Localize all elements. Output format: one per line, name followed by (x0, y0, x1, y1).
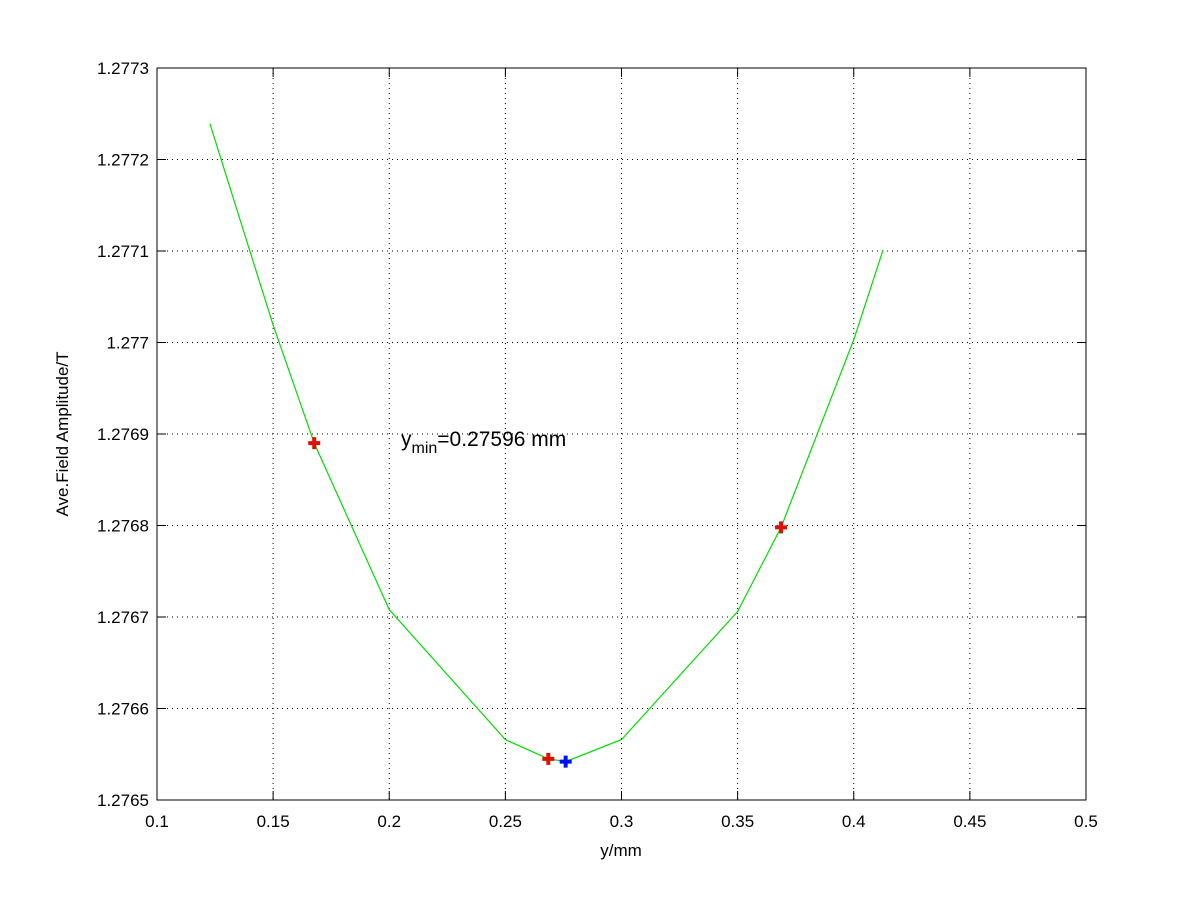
annotation-sub: min (412, 440, 438, 457)
x-tick-label: 0.3 (610, 812, 634, 831)
x-tick-label: 0.45 (953, 812, 986, 831)
y-tick-label: 1.2765 (97, 791, 149, 810)
curve (209, 123, 884, 763)
x-tick-label: 0.4 (842, 812, 866, 831)
x-tick-label: 0.35 (721, 812, 754, 831)
y-tick-label: 1.2766 (97, 700, 149, 719)
annotation: ymin=0.27596 mm (401, 428, 566, 457)
annotation-rest: =0.27596 mm (437, 428, 566, 451)
y-tick-label: 1.2768 (97, 517, 149, 536)
x-axis-label: y/mm (600, 841, 642, 860)
x-tick-label: 0.15 (257, 812, 290, 831)
marker (775, 521, 788, 534)
marker (542, 752, 555, 765)
marker (308, 437, 321, 450)
y-tick-label: 1.2767 (97, 608, 149, 627)
x-tick-label: 0.25 (489, 812, 522, 831)
x-tick-label: 0.2 (377, 812, 401, 831)
y-tick-label: 1.2769 (97, 425, 149, 444)
x-tick-label: 0.5 (1074, 812, 1098, 831)
y-tick-label: 1.2772 (97, 151, 149, 170)
y-axis-label: Ave.Field Amplitude/T (53, 351, 72, 516)
marker (559, 755, 572, 768)
y-tick-label: 1.2773 (97, 59, 149, 78)
annotation-base: y (401, 428, 412, 451)
x-tick-label: 0.1 (145, 812, 169, 831)
y-tick-label: 1.277 (106, 334, 149, 353)
y-tick-label: 1.2771 (97, 242, 149, 261)
